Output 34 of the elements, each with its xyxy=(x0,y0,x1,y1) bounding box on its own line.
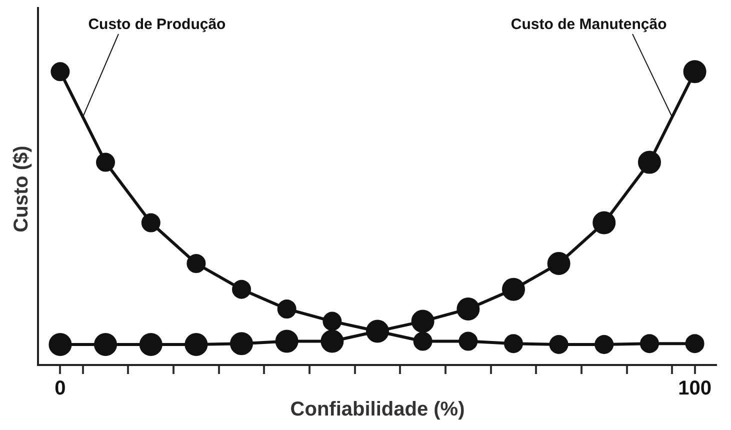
point xyxy=(549,334,568,354)
point xyxy=(232,280,252,299)
point xyxy=(411,310,434,333)
x-axis-title: Confiabilidade (%) xyxy=(290,398,465,421)
point xyxy=(94,332,118,356)
point xyxy=(186,254,206,274)
point xyxy=(592,211,616,234)
point xyxy=(48,332,72,356)
x-tick-label: 0 xyxy=(54,378,66,400)
point xyxy=(96,152,116,172)
point xyxy=(230,332,254,356)
point xyxy=(685,334,704,354)
point xyxy=(502,278,525,301)
x-tick-label: 100 xyxy=(678,378,712,400)
point xyxy=(547,252,570,276)
point xyxy=(640,334,659,354)
point xyxy=(458,332,478,351)
point xyxy=(638,150,661,174)
point xyxy=(322,312,342,331)
point xyxy=(50,62,70,82)
point xyxy=(413,332,432,351)
point xyxy=(456,297,480,320)
point xyxy=(320,330,344,353)
text: Custo de Produção xyxy=(88,16,226,34)
text: Custo de Manutenção xyxy=(510,16,667,34)
point xyxy=(141,213,160,232)
point xyxy=(139,332,162,356)
point xyxy=(504,334,523,354)
point xyxy=(594,334,614,354)
y-axis-title: Custo ($) xyxy=(10,146,33,232)
point xyxy=(683,60,706,84)
point xyxy=(184,332,208,356)
point xyxy=(277,299,296,318)
point xyxy=(275,330,298,353)
